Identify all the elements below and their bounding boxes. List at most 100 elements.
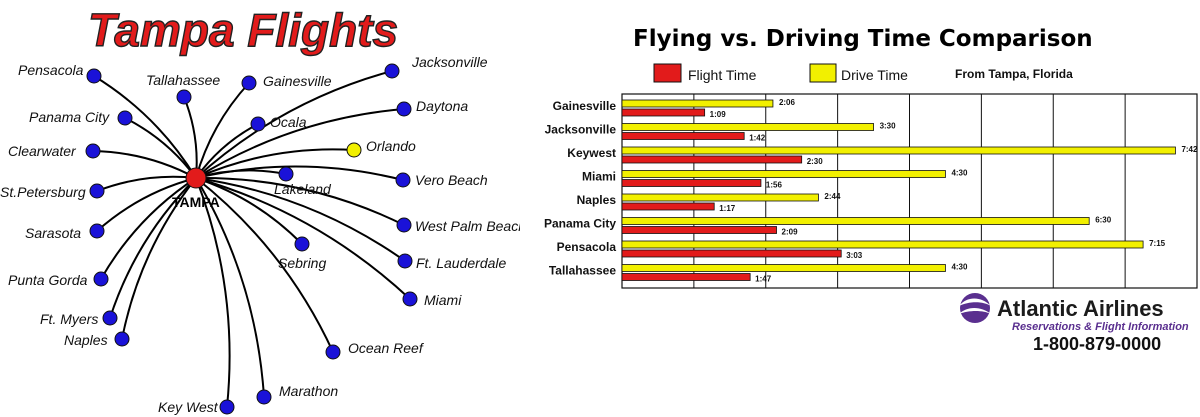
city-label-orlando: Orlando <box>366 138 416 154</box>
value-label-flight-gainesville: 1:09 <box>710 110 727 119</box>
city-label-vero-beach: Vero Beach <box>415 172 488 188</box>
atlantic-airlines-branding: Atlantic Airlines Reservations & Flight … <box>959 293 1189 354</box>
city-marker-ft-lauderdale <box>397 253 413 269</box>
city-marker-west-palm-beach <box>396 217 412 233</box>
route-st-petersburg <box>96 175 197 192</box>
city-label-lakeland: Lakeland <box>274 181 332 197</box>
chart-subtitle: From Tampa, Florida <box>955 67 1073 81</box>
city-label-gainesville: Gainesville <box>263 73 332 89</box>
city-label-sebring: Sebring <box>278 255 326 271</box>
city-marker-ft-myers <box>102 310 118 326</box>
city-label-ft-lauderdale: Ft. Lauderdale <box>416 255 506 271</box>
route-naples <box>121 177 197 340</box>
bar-drive-panama-city <box>621 217 1090 225</box>
legend-label-flight: Flight Time <box>688 67 757 83</box>
value-label-drive-tallahassee: 4:30 <box>951 263 968 272</box>
city-label-marathon: Marathon <box>279 383 338 399</box>
legend-swatch-drive <box>809 63 837 83</box>
route-lines <box>92 70 411 408</box>
city-marker-miami <box>402 291 418 307</box>
category-label-pensacola: Pensacola <box>557 240 617 254</box>
value-label-drive-naples: 2:44 <box>824 192 841 201</box>
city-marker-st-petersburg <box>89 183 105 199</box>
tampa-hub-marker <box>185 167 207 189</box>
city-labels: Pensacola Tallahassee Gainesville Jacksonvi… <box>0 54 520 415</box>
value-labels: 2:06 1:09 3:30 1:42 7:42 2:30 4:30 1:56 2:44 1:17… <box>710 98 1198 284</box>
city-marker-lakeland <box>278 166 294 182</box>
brand-tagline: Reservations & Flight Information <box>1012 321 1189 333</box>
category-label-miami: Miami <box>582 170 616 184</box>
city-marker-pensacola <box>86 68 102 84</box>
route-jacksonville <box>195 70 393 179</box>
city-nodes <box>85 63 418 415</box>
city-label-punta-gorda: Punta Gorda <box>8 272 88 288</box>
route-daytona <box>195 108 405 179</box>
city-marker-ocala <box>250 116 266 132</box>
bar-flight-jacksonville <box>621 132 745 140</box>
city-marker-clearwater <box>85 143 101 159</box>
value-label-flight-keywest: 2:30 <box>807 157 824 166</box>
city-marker-daytona <box>396 101 412 117</box>
category-labels: Gainesville Jacksonville Keywest Miami Naple… <box>544 99 616 278</box>
city-marker-sarasota <box>89 223 105 239</box>
city-label-jacksonville: Jacksonville <box>411 54 488 70</box>
airline-logo-icon <box>959 293 991 323</box>
route-map: Tampa Flights Pensacola Tallahassee Gaines… <box>0 3 520 415</box>
city-marker-sebring <box>294 236 310 252</box>
city-marker-vero-beach <box>395 172 411 188</box>
legend: Flight Time Drive Time From Tampa, Flori… <box>653 63 1073 83</box>
value-label-drive-pensacola: 7:15 <box>1149 239 1166 248</box>
hub-label: TAMPA <box>172 194 220 210</box>
value-label-flight-panama-city: 2:09 <box>782 228 799 237</box>
bar-drive-miami <box>621 170 946 178</box>
city-label-panama-city: Panama City <box>29 109 110 125</box>
city-label-west-palm-beach: West Palm Beach <box>415 218 520 234</box>
bar-drive-tallahassee <box>621 264 946 272</box>
category-label-panama-city: Panama City <box>544 217 616 231</box>
route-punta-gorda <box>100 177 197 280</box>
comparison-chart: Flying vs. Driving Time Comparison Fligh… <box>544 26 1198 354</box>
route-clearwater <box>92 150 197 179</box>
city-label-key-west: Key West <box>158 399 219 415</box>
route-ft-myers <box>109 177 197 319</box>
city-label-daytona: Daytona <box>416 98 468 114</box>
bar-flight-naples <box>621 202 715 211</box>
city-label-ocala: Ocala <box>270 114 307 130</box>
bar-flight-tallahassee <box>621 273 751 281</box>
value-label-flight-miami: 1:56 <box>766 181 783 190</box>
category-label-keywest: Keywest <box>567 146 616 160</box>
route-orlando <box>195 148 355 179</box>
route-marathon <box>195 177 265 398</box>
city-label-miami: Miami <box>424 292 462 308</box>
brand-phone: 1-800-879-0000 <box>1033 334 1161 354</box>
city-label-tallahassee: Tallahassee <box>146 72 220 88</box>
chart-title: Flying vs. Driving Time Comparison <box>633 26 1093 52</box>
route-pensacola <box>93 75 197 179</box>
route-ft-lauderdale <box>195 177 406 262</box>
city-marker-punta-gorda <box>93 271 109 287</box>
value-label-drive-miami: 4:30 <box>951 169 968 178</box>
city-marker-gainesville <box>241 75 257 91</box>
category-label-jacksonville: Jacksonville <box>545 123 617 137</box>
city-label-naples: Naples <box>64 332 108 348</box>
bar-drive-keywest <box>621 146 1176 155</box>
value-label-drive-jacksonville: 3:30 <box>880 122 897 131</box>
city-marker-key-west <box>219 399 235 415</box>
value-label-drive-panama-city: 6:30 <box>1095 216 1112 225</box>
bar-flight-miami <box>621 179 762 187</box>
legend-label-drive: Drive Time <box>841 67 908 83</box>
route-gainesville <box>195 82 250 179</box>
map-title: Tampa Flights <box>88 4 398 56</box>
value-label-flight-pensacola: 3:03 <box>846 251 863 260</box>
bar-flight-panama-city <box>621 226 777 234</box>
bar-flight-pensacola <box>621 249 842 258</box>
category-label-tallahassee: Tallahassee <box>549 264 616 278</box>
route-ocean-reef <box>195 177 334 353</box>
bar-drive-gainesville <box>621 99 774 108</box>
value-label-flight-naples: 1:17 <box>719 204 736 213</box>
value-label-flight-jacksonville: 1:42 <box>749 134 766 143</box>
value-label-drive-keywest: 7:42 <box>1181 145 1198 154</box>
route-sebring <box>195 177 303 245</box>
city-label-ocean-reef: Ocean Reef <box>348 340 425 356</box>
city-label-sarasota: Sarasota <box>25 225 81 241</box>
